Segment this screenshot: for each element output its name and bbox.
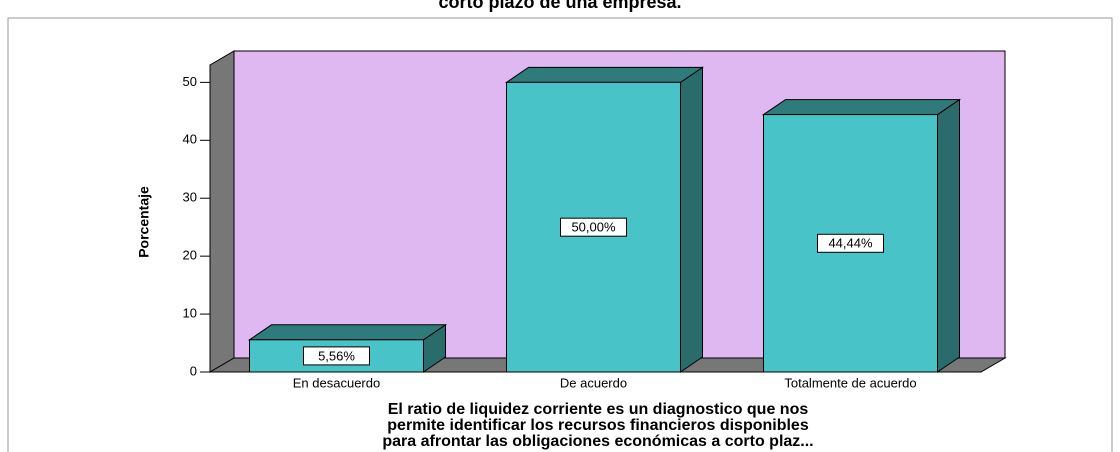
bar-top — [247, 324, 448, 341]
y-tick-label: 20 — [183, 248, 197, 263]
x-axis-label: El ratio de liquidez corriente es un dia… — [388, 401, 809, 418]
bar-top — [504, 66, 705, 83]
bar-side — [680, 66, 703, 373]
value-label: 44,44% — [828, 236, 873, 251]
left-wall — [209, 50, 235, 373]
y-axis-label: Porcentaje — [136, 186, 152, 258]
x-tick-label: Totalmente de acuerdo — [784, 375, 916, 390]
value-label-box — [303, 346, 370, 366]
value-label: 5,56% — [318, 348, 355, 363]
chart-title: corto plazo de una empresa. — [438, 0, 681, 12]
value-label: 50,00% — [571, 220, 616, 235]
x-tick-label: De acuerdo — [560, 375, 627, 390]
x-axis-label: permite identificar los recursos financi… — [387, 417, 809, 434]
y-tick-label: 50 — [183, 74, 197, 89]
value-label-box — [560, 217, 627, 237]
x-tick-label: En desacuerdo — [293, 375, 380, 390]
value-label-box — [817, 233, 884, 253]
y-tick-label: 10 — [183, 306, 197, 321]
x-axis-label: para afrontar las obligaciones económica… — [382, 433, 813, 450]
y-tick-label: 30 — [183, 190, 197, 205]
y-tick-label: 40 — [183, 132, 197, 147]
bar-top — [761, 99, 962, 116]
y-tick-label: 0 — [190, 363, 197, 378]
bar-side — [937, 98, 960, 373]
